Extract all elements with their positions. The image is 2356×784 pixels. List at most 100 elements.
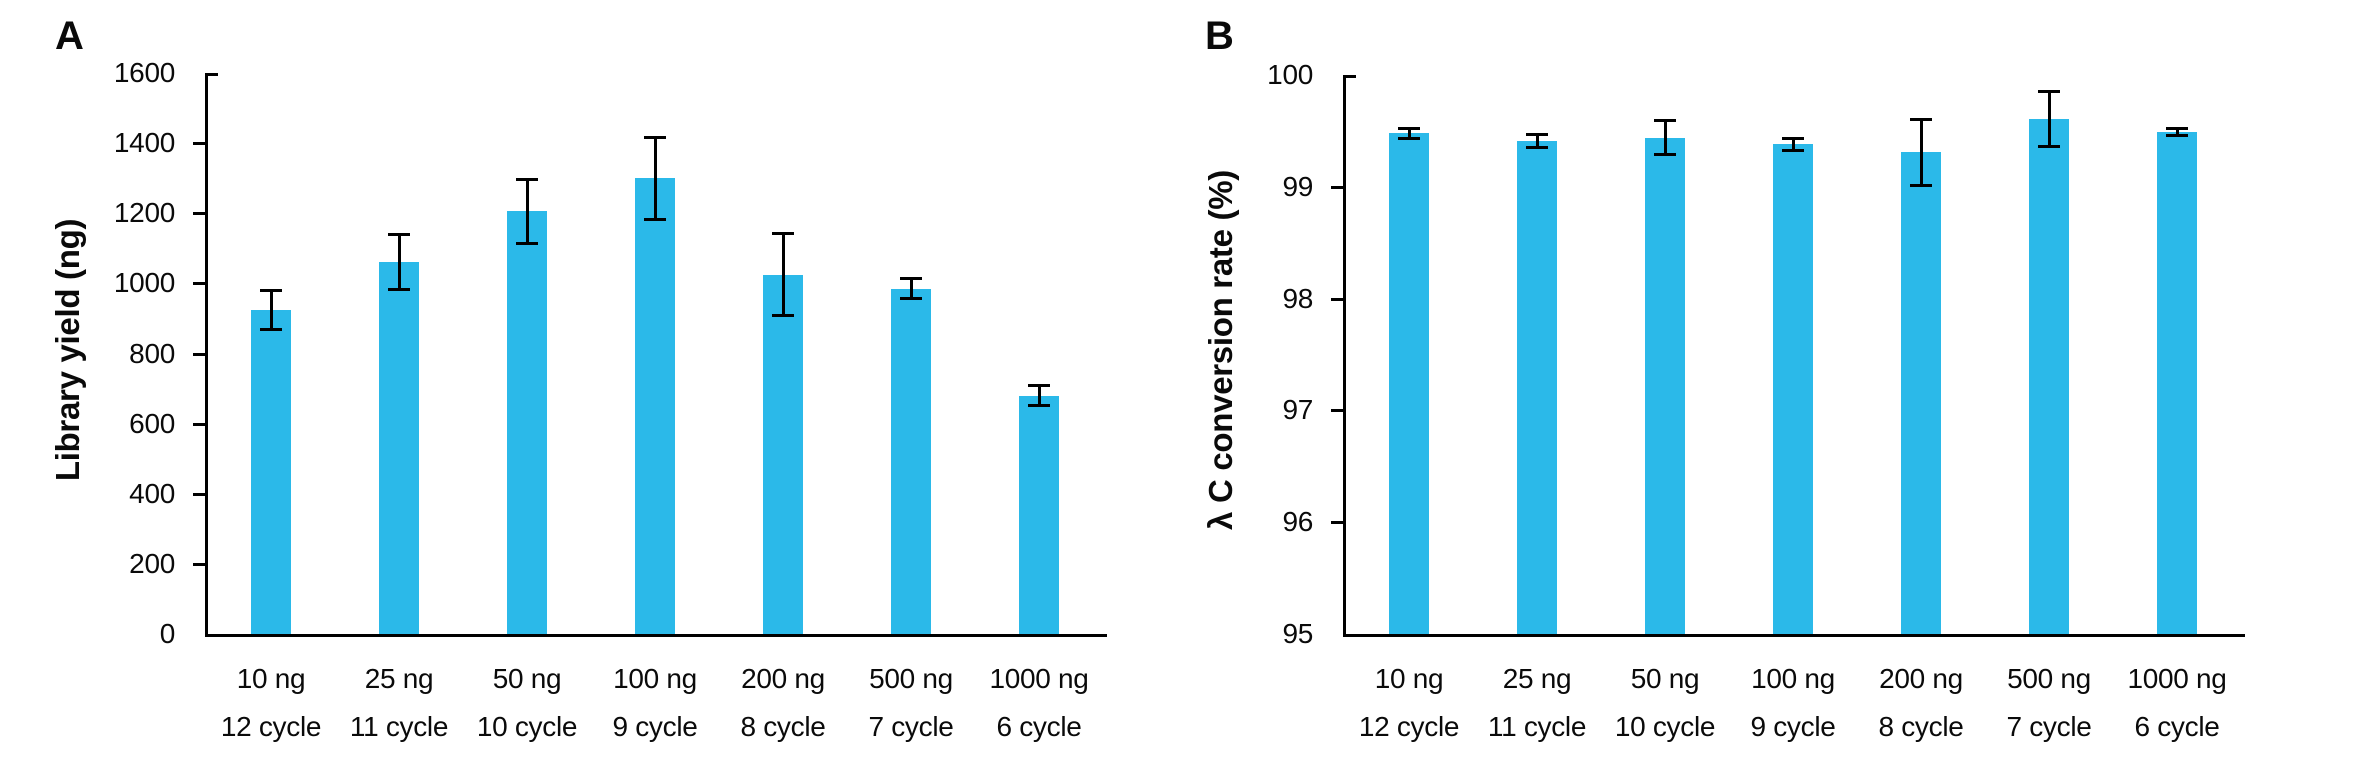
x-category-label-cycle: 10 cycle [1614,711,1716,742]
y-axis-tick [1331,409,1343,412]
x-category-label-cycle: 11 cycle [349,711,449,742]
y-axis-tick [193,423,205,426]
bar [1645,138,1685,634]
error-bar-line [398,234,401,290]
x-category-label-cycle: 12 cycle [220,711,322,742]
bar [1517,141,1557,634]
error-bar-top-cap [1398,127,1420,130]
error-bar-top-cap [2038,90,2060,93]
x-category-label-cycle: 12 cycle [1358,711,1460,742]
bar [1901,152,1941,634]
panel-a-label: A [55,14,84,58]
y-axis-tick-label: 95 [1282,618,1313,649]
x-category-label-input: 25 ng [364,663,434,694]
error-bar-bottom-cap [900,297,922,300]
x-category-label-cycle: 9 cycle [612,711,698,742]
error-bar-top-cap [388,233,410,236]
x-category-label-input: 50 ng [1630,663,1700,694]
x-category-label-cycle: 10 cycle [476,711,578,742]
x-category-label-input: 1000 ng [989,663,1089,694]
y-axis-tick-label: 1000 [113,267,175,298]
error-bar-line [1792,138,1795,151]
y-axis-tick-label: 98 [1282,283,1313,314]
y-axis-tick [193,282,205,285]
error-bar-bottom-cap [1654,153,1676,156]
bar [507,211,547,634]
bar [1773,144,1813,634]
x-axis-line [205,634,1107,637]
x-axis-line [1343,634,2245,637]
error-bar-bottom-cap [1526,146,1548,149]
y-axis-tick [193,493,205,496]
y-axis-tick-label: 1200 [113,197,175,228]
y-axis-tick-label: 600 [129,408,175,439]
bar [635,178,675,634]
y-axis-tick [193,212,205,215]
y-axis-line [205,73,208,637]
error-bar-line [1920,119,1923,186]
error-bar-top-cap [1782,137,1804,140]
x-category-label-input: 200 ng [741,663,825,694]
y-axis-tick [193,142,205,145]
y-axis-tick [1331,521,1343,524]
y-axis-tick [193,563,205,566]
error-bar-bottom-cap [1782,149,1804,152]
y-axis-tick [1331,298,1343,301]
x-category-label-cycle: 6 cycle [2134,711,2220,742]
error-bar-bottom-cap [2166,134,2188,137]
bar [2029,119,2069,634]
x-category-label-cycle: 7 cycle [2006,711,2092,742]
bar [1389,133,1429,634]
error-bar-top-cap [516,178,538,181]
error-bar-line [526,179,529,244]
x-category-label-input: 200 ng [1879,663,1963,694]
y-axis-tick-label: 1400 [113,127,175,158]
error-bar-line [1664,120,1667,156]
y-axis-tick-label: 100 [1267,59,1313,90]
y-axis-tick-label: 1600 [113,57,175,88]
x-category-label-input: 500 ng [2007,663,2091,694]
error-bar-bottom-cap [1028,404,1050,407]
y-axis-tick-label: 0 [159,618,176,649]
error-bar-top-cap [2166,127,2188,130]
error-bar-top-cap [260,289,282,292]
y-axis-tick-label: 96 [1282,506,1313,537]
error-bar-top-cap [1654,119,1676,122]
error-bar-bottom-cap [1398,137,1420,140]
error-bar-bottom-cap [1910,184,1932,187]
error-bar-bottom-cap [260,328,282,331]
bar [1019,396,1059,634]
x-category-label-input: 1000 ng [2127,663,2227,694]
y-axis-tick-label: 97 [1282,394,1313,425]
x-category-label-cycle: 7 cycle [868,711,954,742]
error-bar-line [1536,134,1539,147]
error-bar-top-cap [1526,133,1548,136]
x-category-label-input: 50 ng [492,663,562,694]
x-category-label-cycle: 9 cycle [1750,711,1836,742]
x-category-label-input: 100 ng [1751,663,1835,694]
error-bar-line [654,137,657,220]
bar [891,289,931,634]
error-bar-bottom-cap [2038,145,2060,148]
y-axis-tick-label: 400 [129,478,175,509]
x-category-label-cycle: 6 cycle [996,711,1082,742]
error-bar-top-cap [644,136,666,139]
error-bar-bottom-cap [644,218,666,221]
bar [2157,132,2197,634]
y-axis-tick-label: 800 [129,338,175,369]
y-axis-tick-label: 99 [1282,171,1313,202]
error-bar-bottom-cap [388,288,410,291]
x-category-label-input: 10 ng [1374,663,1444,694]
error-bar-line [782,233,785,316]
bar [763,275,803,634]
panel-b-y-axis-title: λ C conversion rate (%) [1202,170,1239,530]
x-category-label-input: 500 ng [869,663,953,694]
x-category-label-input: 10 ng [236,663,306,694]
error-bar-bottom-cap [516,242,538,245]
error-bar-line [1408,128,1411,139]
error-bar-top-cap [1028,384,1050,387]
error-bar-line [910,278,913,299]
bar [251,310,291,634]
y-axis-tick [193,353,205,356]
